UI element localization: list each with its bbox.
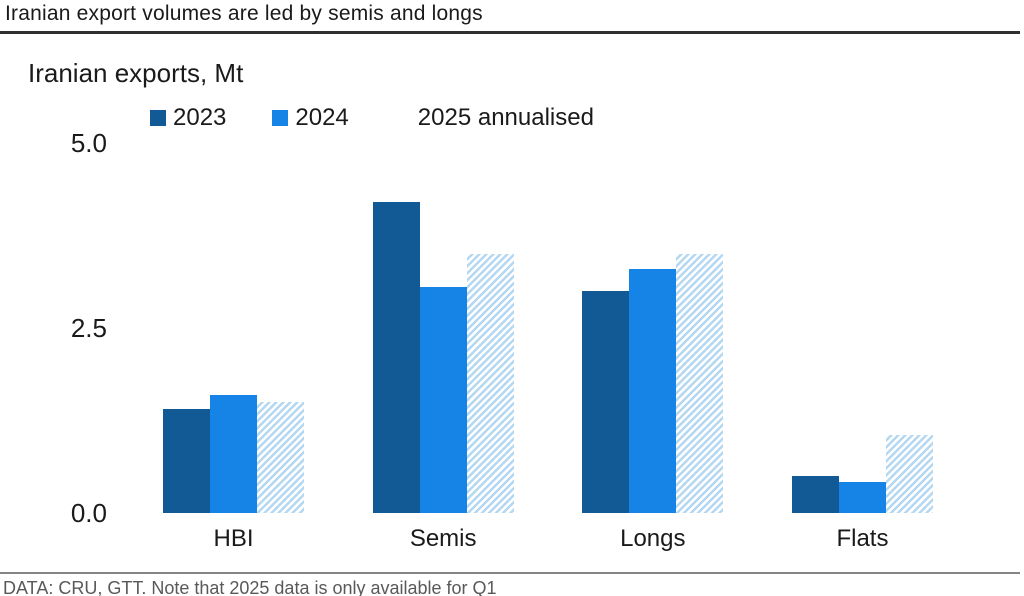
bar-2023-flats <box>791 476 839 513</box>
legend-label-2024: 2024 <box>295 104 349 131</box>
x-category-label: Semis <box>409 525 477 552</box>
bar-2025-semis <box>466 254 514 513</box>
chart-title: Iranian export volumes are led by semis … <box>5 2 483 25</box>
y-tick-label: 0.0 <box>70 498 107 528</box>
legend-label-2023: 2023 <box>173 104 227 131</box>
legend-item-2025: 2025 annualised <box>395 104 594 132</box>
axis-units-label: Iranian exports, Mt <box>28 58 244 88</box>
bars-flats <box>791 143 933 513</box>
legend-item-2023: 2023 <box>150 104 226 132</box>
bars-longs <box>582 143 724 513</box>
bar-group-hbi: HBI <box>163 143 304 553</box>
legend-swatch-2023 <box>150 110 166 126</box>
bar-group-semis: Semis <box>372 143 514 553</box>
x-category-label: HBI <box>213 525 254 552</box>
bar-group-longs: Longs <box>582 143 724 553</box>
bar-group-flats: Flats <box>791 143 933 553</box>
bar-2023-longs <box>582 291 630 513</box>
legend-item-2024: 2024 <box>272 104 349 132</box>
bars-hbi <box>163 143 304 513</box>
bar-2024-longs <box>629 269 677 513</box>
bar-2023-hbi <box>163 409 210 513</box>
x-category-label: Longs <box>620 525 686 552</box>
legend-swatch-2025-hatched <box>395 110 411 126</box>
bar-2023-semis <box>372 202 420 513</box>
bar-2024-flats <box>838 482 886 513</box>
x-category-label: Flats <box>836 525 889 552</box>
bar-2025-longs <box>676 254 724 513</box>
bar-2025-hbi <box>257 402 304 513</box>
bar-2025-flats <box>885 435 933 513</box>
footer-divider <box>0 572 1020 574</box>
bars-semis <box>372 143 514 513</box>
title-divider <box>0 31 1020 34</box>
legend: 2023 2024 2025 annualised <box>150 104 594 132</box>
y-tick-label: 2.5 <box>70 313 107 343</box>
bar-2024-semis <box>419 287 467 513</box>
y-tick-label: 5.0 <box>70 128 107 158</box>
source-note: DATA: CRU, GTT. Note that 2025 data is o… <box>3 578 497 596</box>
bar-2024-hbi <box>210 395 257 513</box>
legend-label-2025: 2025 annualised <box>417 104 594 131</box>
plot-area: HBI Semis Longs Flats <box>140 143 956 552</box>
legend-swatch-2024 <box>272 110 289 126</box>
